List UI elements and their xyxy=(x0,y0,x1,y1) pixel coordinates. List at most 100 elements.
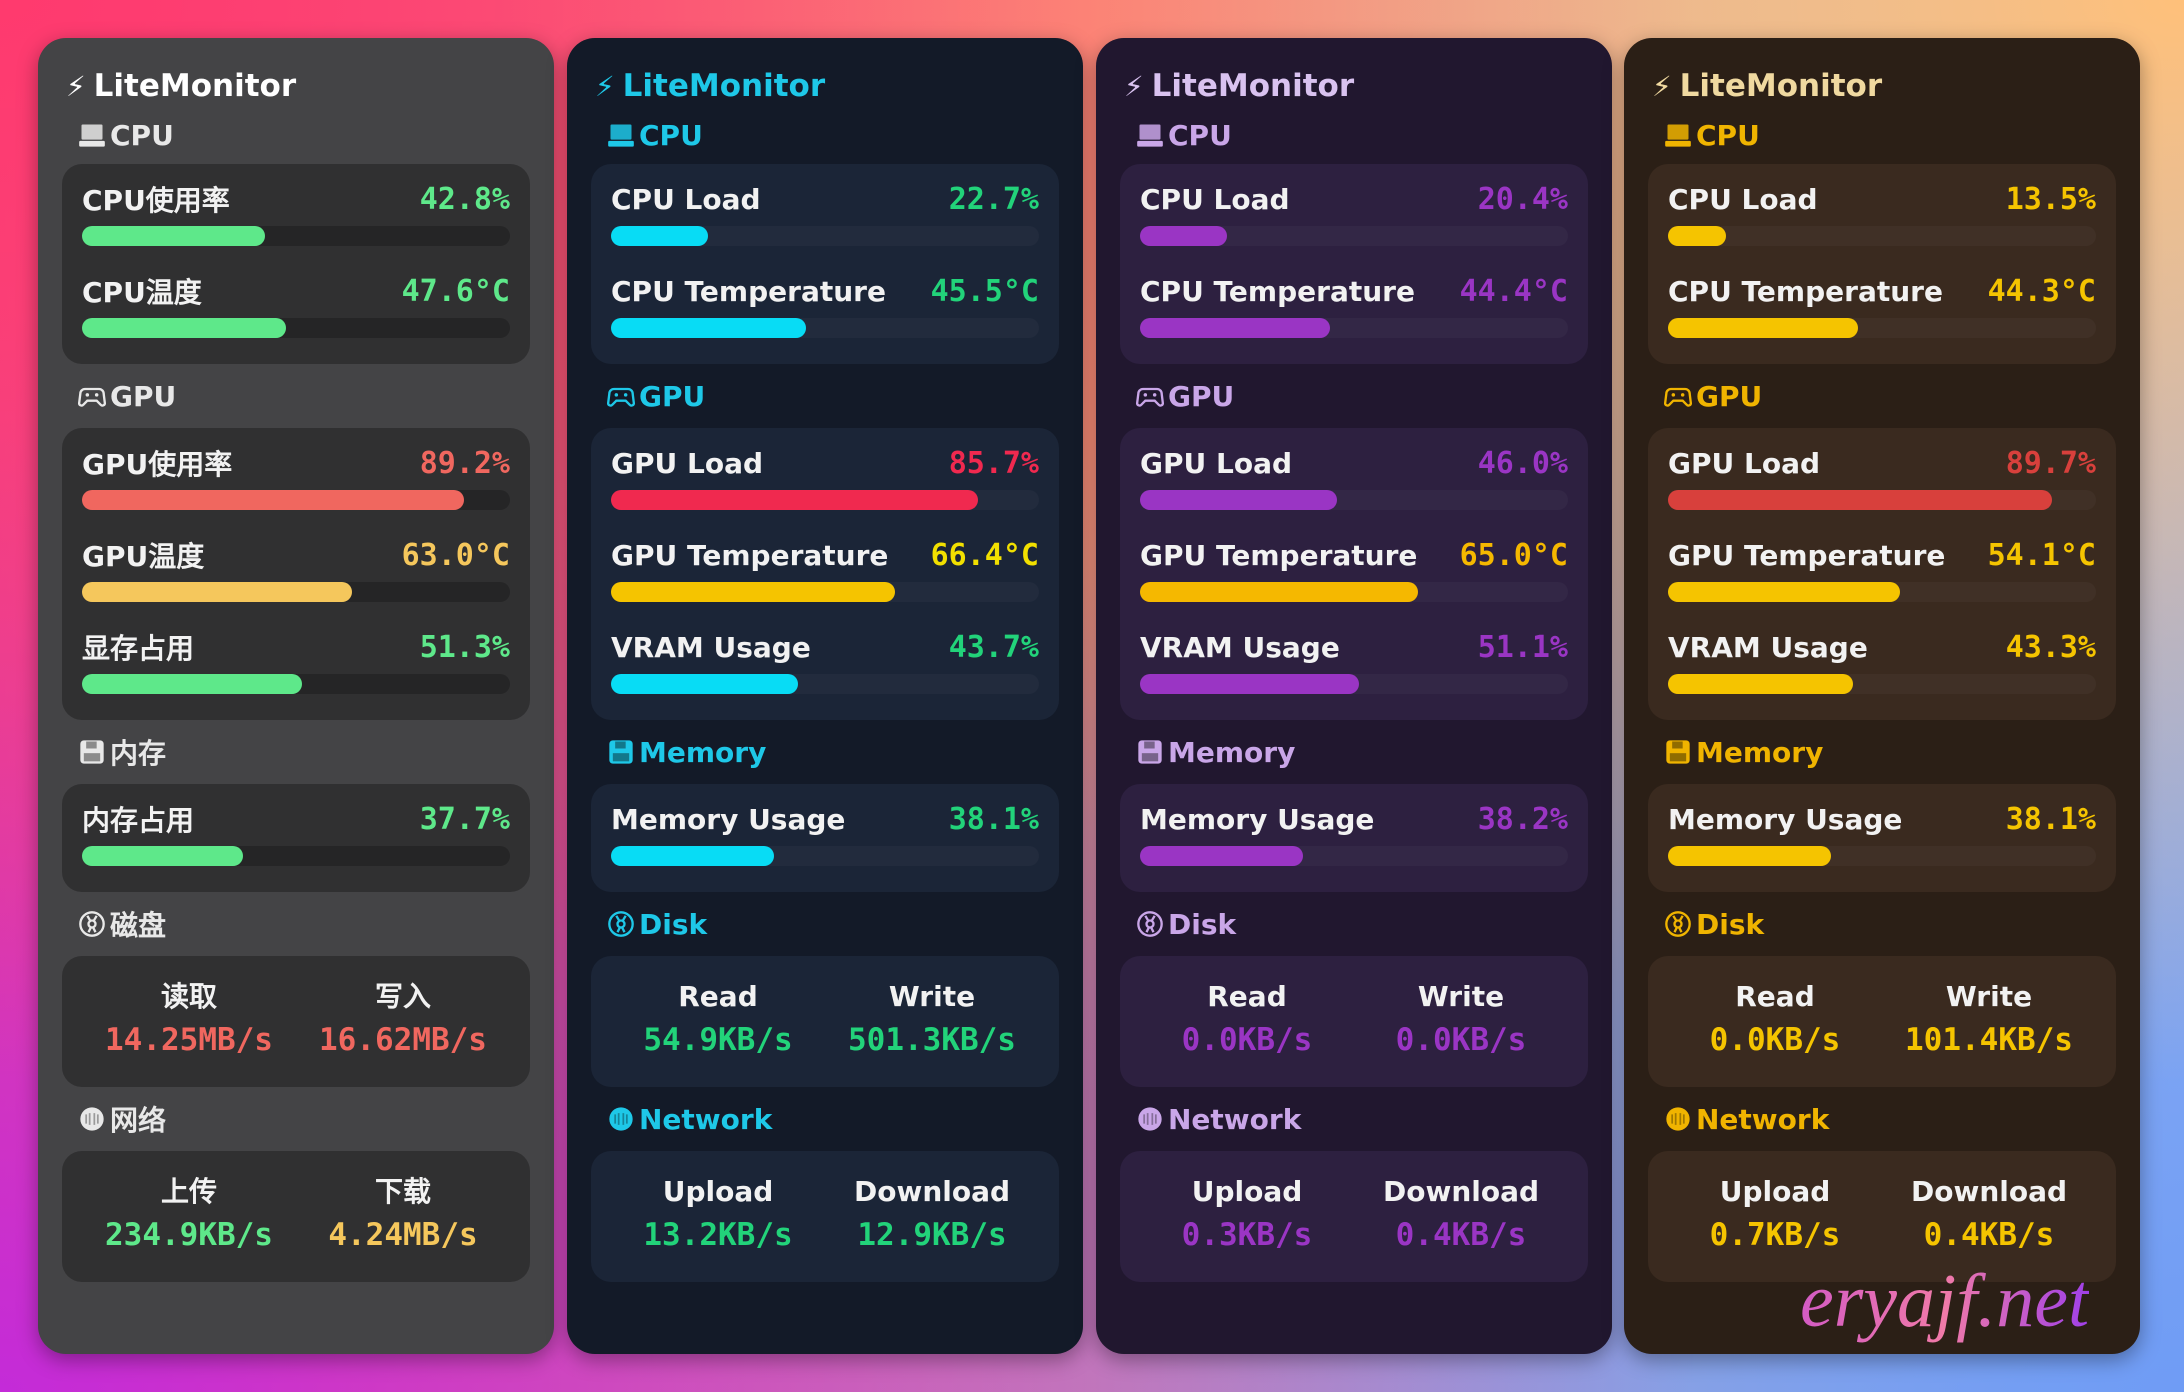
metric-card: Memory Usage 38.1% xyxy=(591,784,1059,892)
metric-row: GPU Temperature 65.0°C xyxy=(1140,534,1568,626)
disk-icon xyxy=(78,910,106,938)
progress-fill xyxy=(82,318,286,338)
lightning-icon: ⚡ xyxy=(66,69,86,103)
section-header: 内存 xyxy=(62,720,530,784)
section-title: GPU xyxy=(1168,379,1235,413)
metric-card: 内存占用 37.7% xyxy=(62,784,530,892)
progress-track xyxy=(1140,490,1568,510)
io-stats: Upload 13.2KB/s Download 12.9KB/s xyxy=(611,1151,1039,1282)
section-header: GPU xyxy=(62,364,530,428)
disk-icon xyxy=(607,910,635,938)
metric-label: GPU温度 xyxy=(82,540,205,573)
metric-value: 45.5°C xyxy=(930,273,1039,309)
io-value: 0.7KB/s xyxy=(1709,1217,1841,1253)
metric-card: CPU使用率 42.8% CPU温度 47.6°C xyxy=(62,164,530,364)
metric-row: GPU Temperature 54.1°C xyxy=(1668,534,2096,626)
app-name: LiteMonitor xyxy=(93,68,297,104)
metric-value: 65.0°C xyxy=(1459,537,1568,573)
metric-row: CPU Temperature 45.5°C xyxy=(611,270,1039,362)
progress-track xyxy=(611,846,1039,866)
metric-value: 43.7% xyxy=(948,629,1039,665)
progress-fill xyxy=(611,318,806,338)
metric-card: GPU Load 85.7% GPU Temperature 66.4°C VRAM U… xyxy=(591,428,1059,720)
progress-track xyxy=(82,318,510,338)
metric-row-header: VRAM Usage 51.1% xyxy=(1140,626,1568,668)
section-title: Network xyxy=(639,1102,773,1136)
section-header: GPU xyxy=(1120,364,1588,428)
progress-track xyxy=(1668,226,2096,246)
cpu-icon xyxy=(78,121,106,149)
io-label: 上传 xyxy=(160,1175,217,1208)
metric-value: 38.1% xyxy=(948,801,1039,837)
panel-title: ⚡ LiteMonitor xyxy=(1124,66,1588,106)
metric-card: CPU Load 13.5% CPU Temperature 44.3°C xyxy=(1648,164,2116,364)
progress-fill xyxy=(1668,490,2052,510)
progress-fill xyxy=(82,674,302,694)
progress-fill xyxy=(1668,582,1900,602)
metric-value: 47.6°C xyxy=(401,273,510,309)
monitor-panel: ⚡ LiteMonitor CPU CPU Load 13.5% CPU Temperat… xyxy=(1624,38,2140,1354)
io-stats: Read 0.0KB/s Write 101.4KB/s xyxy=(1668,956,2096,1087)
io-label: Upload xyxy=(662,1175,774,1208)
metric-card: Upload 13.2KB/s Download 12.9KB/s xyxy=(591,1151,1059,1282)
io-label: Upload xyxy=(1719,1175,1831,1208)
metric-row: CPU温度 47.6°C xyxy=(82,270,510,362)
metric-row: GPU使用率 89.2% xyxy=(82,442,510,534)
metric-card: GPU使用率 89.2% GPU温度 63.0°C 显存占用 51.3% xyxy=(62,428,530,720)
metric-label: GPU Load xyxy=(611,446,764,480)
metric-row: VRAM Usage 43.3% xyxy=(1668,626,2096,718)
section-title: Disk xyxy=(1696,907,1765,941)
progress-track xyxy=(1140,318,1568,338)
disk-icon xyxy=(1136,910,1164,938)
floppy-icon xyxy=(78,738,106,766)
io-label: Write xyxy=(1945,980,2033,1013)
metric-row: GPU温度 63.0°C xyxy=(82,534,510,626)
progress-track xyxy=(1140,674,1568,694)
network-icon xyxy=(1664,1105,1692,1133)
io-label: 写入 xyxy=(374,980,431,1013)
progress-fill xyxy=(611,490,978,510)
disk-icon xyxy=(1664,910,1692,938)
section-title: 磁盘 xyxy=(110,909,167,942)
section-title: Memory xyxy=(1696,735,1824,769)
metric-value: 44.4°C xyxy=(1459,273,1568,309)
progress-track xyxy=(1668,582,2096,602)
metric-label: CPU Load xyxy=(1140,182,1290,216)
metric-label: 显存占用 xyxy=(82,632,195,665)
metric-value: 85.7% xyxy=(948,445,1039,481)
metric-row: Memory Usage 38.1% xyxy=(611,798,1039,890)
metric-row-header: Memory Usage 38.1% xyxy=(1668,798,2096,840)
metric-label: CPU Load xyxy=(1668,182,1818,216)
cpu-icon xyxy=(607,121,635,149)
metric-value: 89.7% xyxy=(2005,445,2096,481)
io-stat: Download 12.9KB/s xyxy=(825,1171,1039,1264)
metric-row-header: GPU Load 46.0% xyxy=(1140,442,1568,484)
metric-value: 66.4°C xyxy=(930,537,1039,573)
metric-value: 51.1% xyxy=(1477,629,1568,665)
progress-fill xyxy=(1140,674,1359,694)
io-stat: 读取 14.25MB/s xyxy=(82,976,296,1069)
section-header: CPU xyxy=(591,106,1059,164)
metric-row: CPU Temperature 44.4°C xyxy=(1140,270,1568,362)
io-stat: Upload 0.3KB/s xyxy=(1140,1171,1354,1264)
io-stat: Upload 13.2KB/s xyxy=(611,1171,825,1264)
progress-fill xyxy=(611,846,775,866)
progress-track xyxy=(611,582,1039,602)
io-stat: Write 101.4KB/s xyxy=(1882,976,2096,1069)
io-stats: Read 0.0KB/s Write 0.0KB/s xyxy=(1140,956,1568,1087)
metric-row: 内存占用 37.7% xyxy=(82,798,510,890)
metric-row: VRAM Usage 43.7% xyxy=(611,626,1039,718)
io-value: 13.2KB/s xyxy=(643,1217,793,1253)
metric-card: Memory Usage 38.1% xyxy=(1648,784,2116,892)
metric-card: GPU Load 89.7% GPU Temperature 54.1°C VRAM U… xyxy=(1648,428,2116,720)
progress-track xyxy=(1140,846,1568,866)
panel-title: ⚡ LiteMonitor xyxy=(1652,66,2116,106)
metric-label: CPU使用率 xyxy=(82,184,230,217)
progress-fill xyxy=(82,490,464,510)
floppy-icon xyxy=(1664,738,1692,766)
metric-value: 44.3°C xyxy=(1987,273,2096,309)
section-title: Memory xyxy=(639,735,767,769)
metric-row: GPU Temperature 66.4°C xyxy=(611,534,1039,626)
panel-title: ⚡ LiteMonitor xyxy=(66,66,530,106)
section-title: CPU xyxy=(1696,118,1760,152)
